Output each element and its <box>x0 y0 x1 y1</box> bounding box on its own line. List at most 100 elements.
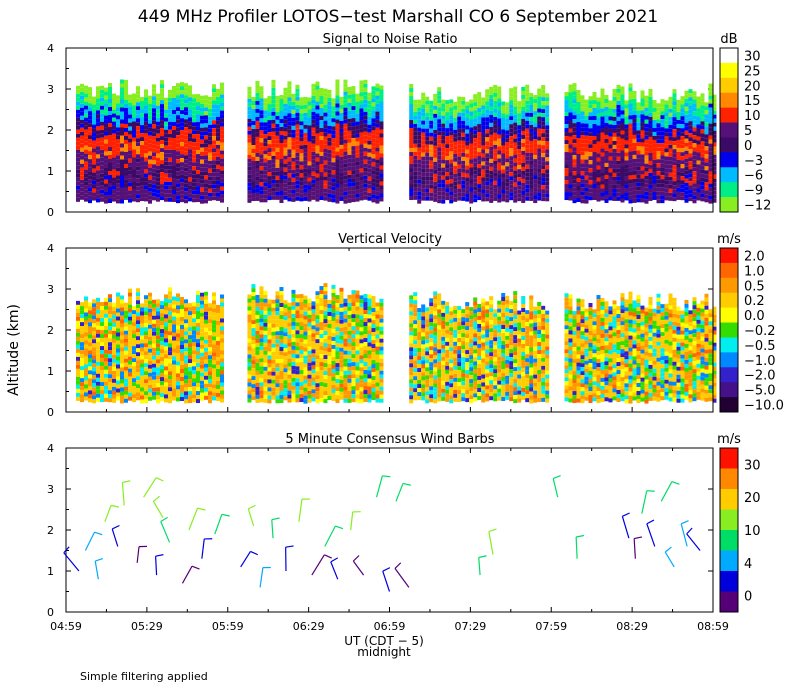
heatmap-cell <box>200 199 204 204</box>
heatmap-cell <box>545 97 550 102</box>
heatmap-cell <box>128 320 132 325</box>
heatmap-cell <box>584 115 589 120</box>
heatmap-cell <box>489 186 494 191</box>
heatmap-cell <box>92 184 96 189</box>
heatmap-cell <box>379 165 384 170</box>
heatmap-cell <box>541 137 546 142</box>
heatmap-cell <box>409 104 414 109</box>
heatmap-cell <box>180 198 184 203</box>
heatmap-cell <box>335 131 340 136</box>
heatmap-cell <box>192 326 196 331</box>
heatmap-cell <box>299 97 304 102</box>
heatmap-cell <box>335 99 340 104</box>
heatmap-cell <box>164 97 168 102</box>
heatmap-cell <box>92 379 96 384</box>
heatmap-cell <box>343 147 348 152</box>
heatmap-cell <box>84 308 88 313</box>
heatmap-cell <box>441 119 446 124</box>
heatmap-cell <box>80 398 84 403</box>
heatmap-cell <box>319 152 324 157</box>
heatmap-cell <box>112 370 116 375</box>
heatmap-cell <box>421 156 426 161</box>
heatmap-cell <box>212 112 216 117</box>
heatmap-cell <box>485 169 490 174</box>
heatmap-cell <box>668 196 673 201</box>
heatmap-cell <box>108 94 112 99</box>
heatmap-cell <box>421 108 426 113</box>
heatmap-cell <box>335 179 340 184</box>
heatmap-cell <box>204 103 208 108</box>
heatmap-cell <box>692 159 697 164</box>
heatmap-cell <box>676 115 681 120</box>
heatmap-cell <box>429 104 434 109</box>
heatmap-cell <box>636 106 641 111</box>
heatmap-cell <box>668 132 673 137</box>
heatmap-cell <box>172 130 176 135</box>
heatmap-cell <box>477 152 482 157</box>
heatmap-cell <box>445 196 450 201</box>
heatmap-cell <box>176 297 180 302</box>
heatmap-cell <box>363 191 368 196</box>
heatmap-cell <box>441 151 446 156</box>
heatmap-cell <box>580 187 585 192</box>
heatmap-cell <box>120 103 124 108</box>
heatmap-cell <box>413 163 418 168</box>
heatmap-cell <box>80 334 84 339</box>
heatmap-cell <box>307 141 312 146</box>
heatmap-cell <box>112 354 116 359</box>
heatmap-cell <box>200 159 204 164</box>
heatmap-cell <box>136 146 140 151</box>
heatmap-cell <box>176 309 180 314</box>
heatmap-cell <box>152 152 156 157</box>
heatmap-cell <box>568 196 573 201</box>
heatmap-cell <box>355 113 360 118</box>
heatmap-cell <box>168 185 172 190</box>
colorbar-swatch <box>720 107 738 124</box>
heatmap-cell <box>624 148 629 153</box>
heatmap-cell <box>176 385 180 390</box>
heatmap-cell <box>477 168 482 173</box>
heatmap-cell <box>188 113 192 118</box>
heatmap-cell <box>168 181 172 186</box>
heatmap-cell <box>172 142 176 147</box>
heatmap-cell <box>461 140 466 145</box>
heatmap-cell <box>477 192 482 197</box>
heatmap-cell <box>299 105 304 110</box>
heatmap-cell <box>192 126 196 131</box>
heatmap-cell <box>208 180 212 185</box>
heatmap-cell <box>343 187 348 192</box>
heatmap-cell <box>156 363 160 368</box>
heatmap-cell <box>208 307 212 312</box>
heatmap-cell <box>152 140 156 145</box>
heatmap-cell <box>144 339 148 344</box>
heatmap-cell <box>184 131 188 136</box>
heatmap-cell <box>120 163 124 168</box>
heatmap-cell <box>469 195 474 200</box>
heatmap-cell <box>92 164 96 169</box>
heatmap-cell <box>445 176 450 181</box>
heatmap-cell <box>497 146 502 151</box>
heatmap-cell <box>497 154 502 159</box>
heatmap-cell <box>469 123 474 128</box>
heatmap-cell <box>375 195 380 200</box>
heatmap-cell <box>255 132 260 137</box>
heatmap-cell <box>425 108 430 113</box>
heatmap-cell <box>636 186 641 191</box>
heatmap-cell <box>124 195 128 200</box>
heatmap-cell <box>295 192 300 197</box>
heatmap-cell <box>128 304 132 309</box>
heatmap-cell <box>311 123 316 128</box>
heatmap-cell <box>120 355 124 360</box>
heatmap-cell <box>200 147 204 152</box>
heatmap-cell <box>212 172 216 177</box>
heatmap-cell <box>267 192 272 197</box>
heatmap-cell <box>692 171 697 176</box>
heatmap-cell <box>92 120 96 125</box>
heatmap-cell <box>521 198 526 203</box>
heatmap-cell <box>513 170 518 175</box>
heatmap-cell <box>696 120 701 125</box>
heatmap-cell <box>112 129 116 134</box>
heatmap-cell <box>469 99 474 104</box>
heatmap-cell <box>180 162 184 167</box>
heatmap-cell <box>461 176 466 181</box>
